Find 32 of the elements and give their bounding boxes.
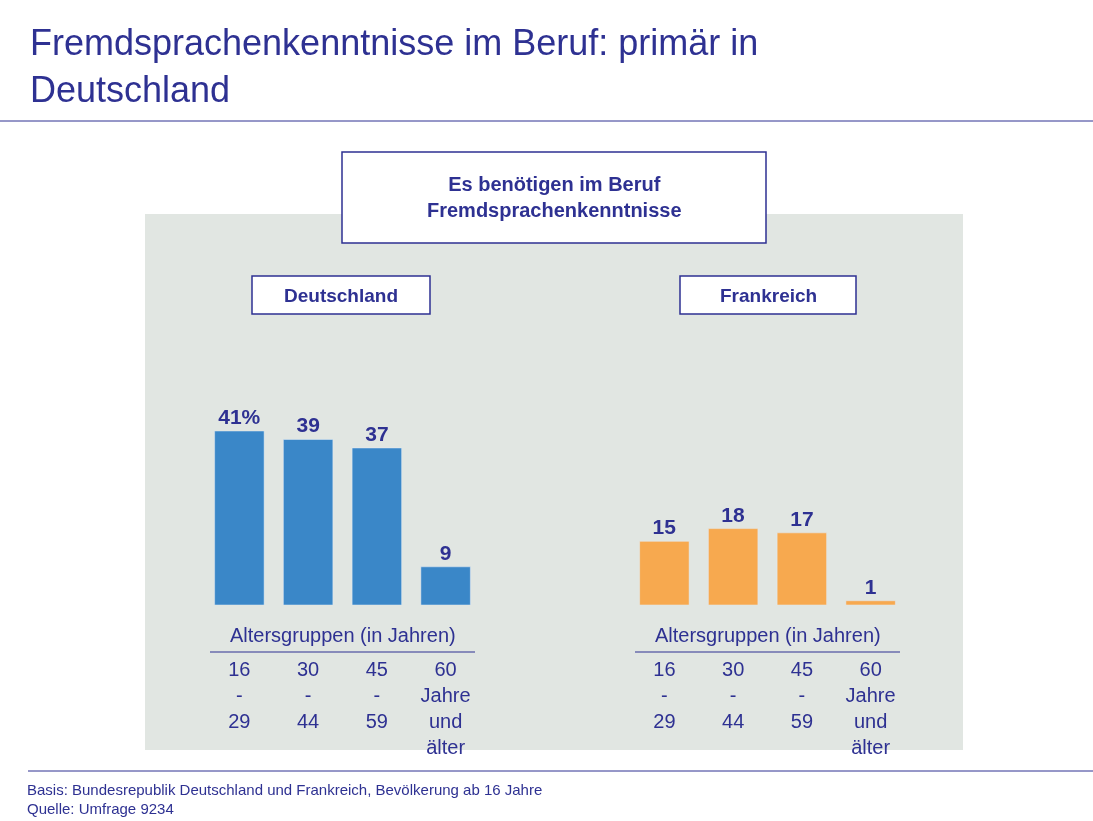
x-tick-label: 45 - 59 [365,658,388,732]
text: Es benötigen im Beruf Fremdsprachenkenntnisse [427,173,682,221]
x-axis-title: Altersgruppen (in Jahren) [230,624,456,646]
data-label: 37 [365,421,389,445]
x-tick-label: 45 - 59 [790,658,814,732]
data-label: 39 [296,413,320,437]
bar [351,447,402,605]
x-tick-label: 16 - 29 [228,658,251,732]
x-tick-label: 30 - 44 [722,658,745,732]
data-label: 15 [652,515,677,539]
bar [639,541,690,605]
data-label: 17 [790,506,814,530]
chart-title: Fremdsprachenkenntnisse im Beruf: primär in Deutschland [30,22,759,110]
source-note: Quelle: Umfrage 9234 [27,800,174,817]
x-axis-title: Altersgruppen (in Jahren) [655,624,881,646]
text: Deutschland [284,285,399,306]
bar [420,566,471,605]
x-tick-label: 16 - 29 [653,658,676,732]
chart-title: Frankreich [720,285,818,306]
text: Basis: Bundesrepublik Deutschland und Frankreich, Bevölkerung ab 16 Jahre [27,781,543,798]
bar [845,600,896,605]
bar [708,528,759,605]
data-label: 9 [439,540,452,564]
bar [776,532,827,605]
x-tick-label: 30 - 44 [296,658,320,732]
bar [214,431,265,605]
data-label: 1 [864,574,877,598]
x-tick-label: 60 Jahre und älter [420,658,471,758]
data-label: 18 [721,502,745,526]
data-label: 41% [218,405,261,428]
bar [283,439,334,605]
x-tick-label: 60 Jahre und älter [845,658,896,758]
